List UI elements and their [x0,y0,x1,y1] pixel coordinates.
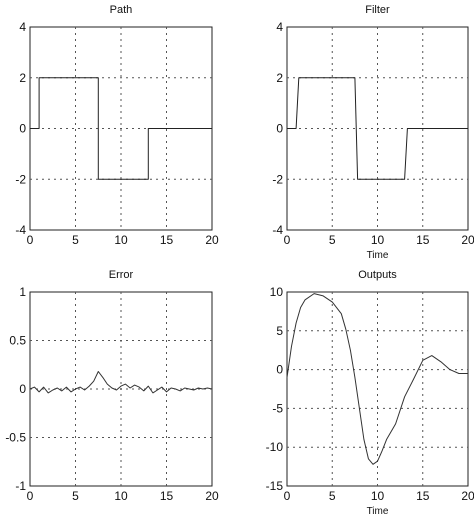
y-tick-label: -5 [272,401,283,415]
subplot-4: 0 5 10 15 20 10 5 0 -5 -10 -15 Outputs Time [266,269,474,517]
y-tick-label: -4 [272,223,283,237]
y-tick-label: -1 [15,479,26,493]
y-tick-label: -10 [266,440,284,454]
x-tick-label: 0 [27,489,34,503]
x-axis-label: Time [367,250,389,261]
x-tick-label: 10 [371,489,385,503]
y-tick-label: 1 [19,285,26,299]
x-tick-label: 15 [416,233,430,247]
x-tick-label: 0 [27,233,34,247]
x-axis-label: Time [367,506,389,517]
y-tick-label: -15 [266,479,284,493]
x-tick-label: 15 [160,233,174,247]
y-tick-label: 0 [276,122,283,136]
series-line-1 [29,371,213,394]
y-tick-label: 4 [276,20,283,34]
chart-title: Path [110,4,133,16]
x-tick-label: 5 [72,233,79,247]
series-line-1 [287,77,468,180]
x-tick-label: 10 [114,233,128,247]
x-tick-label: 10 [114,489,128,503]
x-tick-label: 0 [284,233,291,247]
y-tick-label: 4 [19,20,26,34]
x-tick-label: 0 [284,489,291,503]
x-tick-label: 20 [461,233,474,247]
y-tick-label: -0.5 [5,431,26,445]
x-tick-label: 5 [329,233,336,247]
y-tick-label: 0.5 [9,334,26,348]
series-line-1 [286,293,468,465]
y-tick-label: 5 [276,324,283,338]
y-tick-label: 10 [270,285,284,299]
y-tick-label: -4 [15,223,26,237]
chart-title: Outputs [358,269,397,281]
x-tick-label: 20 [205,489,219,503]
y-tick-label: 0 [276,363,283,377]
y-tick-label: -2 [15,172,26,186]
x-tick-label: 5 [72,489,79,503]
x-tick-label: 15 [416,489,430,503]
subplot-3: 0 5 10 15 20 1 0.5 0 -0.5 -1 Error [5,269,219,503]
y-tick-label: 0 [19,122,26,136]
x-tick-label: 20 [461,489,474,503]
chart-title: Error [109,269,134,281]
x-tick-label: 15 [160,489,174,503]
x-tick-label: 10 [371,233,385,247]
chart-title: Filter [365,4,390,16]
series-line-1 [30,77,212,180]
x-tick-label: 20 [205,233,219,247]
y-tick-label: 2 [276,71,283,85]
x-tick-label: 5 [329,489,336,503]
y-tick-label: 2 [19,71,26,85]
y-tick-label: -2 [272,172,283,186]
y-tick-label: 0 [19,382,26,396]
